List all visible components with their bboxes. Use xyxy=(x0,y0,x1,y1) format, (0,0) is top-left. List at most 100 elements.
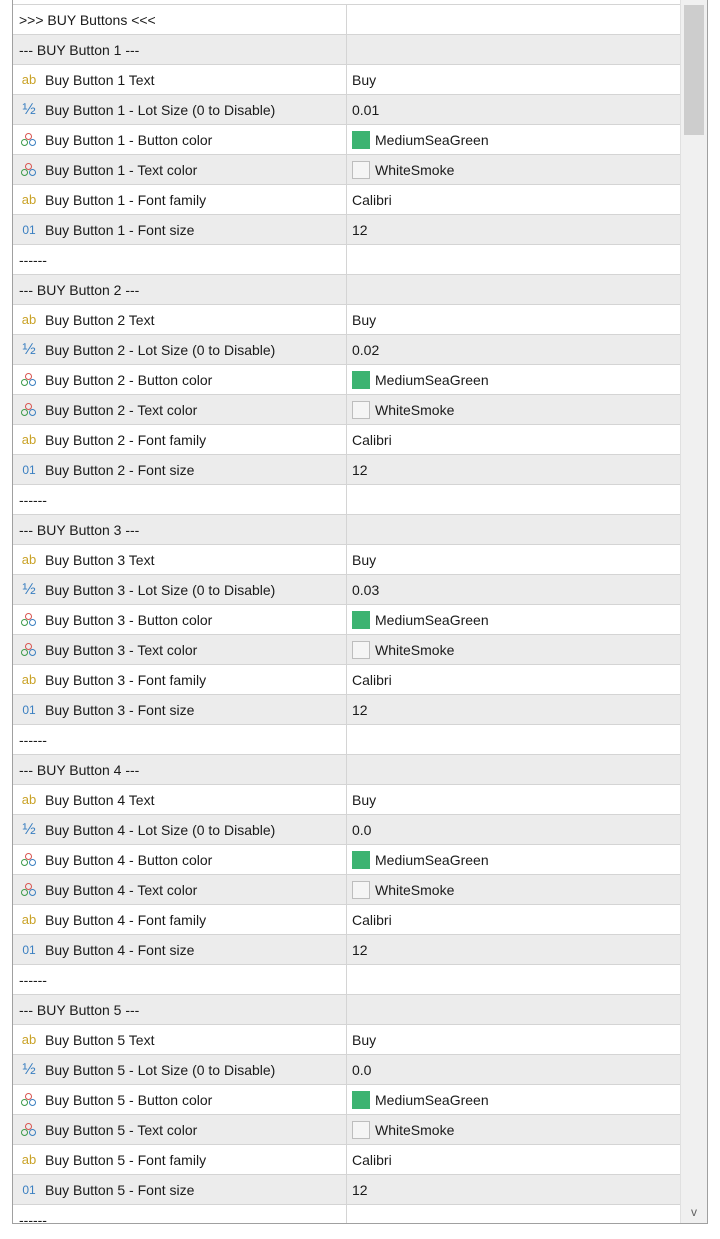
property-value-cell[interactable]: 0.02 xyxy=(347,335,683,364)
property-value-cell[interactable] xyxy=(347,755,683,784)
color-type-icon xyxy=(19,882,39,897)
property-row[interactable]: Buy Button 1 - Button color MediumSeaGree… xyxy=(13,125,683,155)
property-value-cell[interactable] xyxy=(347,485,683,514)
color-type-icon xyxy=(19,402,39,417)
property-row[interactable]: Buy Button 5 - Text color WhiteSmoke xyxy=(13,1115,683,1145)
scrollbar-thumb[interactable] xyxy=(684,5,704,135)
property-value-cell[interactable]: WhiteSmoke xyxy=(347,635,683,664)
property-row[interactable]: ab Buy Button 2 - Font family Calibri xyxy=(13,425,683,455)
color-type-icon xyxy=(19,612,39,627)
property-value-cell[interactable] xyxy=(347,245,683,274)
property-row[interactable]: --- BUY Button 5 --- xyxy=(13,995,683,1025)
color-swatch xyxy=(352,1090,370,1109)
property-value-cell[interactable]: Buy xyxy=(347,1025,683,1054)
property-name-cell: --- BUY Button 5 --- xyxy=(13,995,347,1024)
scroll-down-arrow-icon[interactable]: v xyxy=(691,1205,697,1219)
property-value-cell[interactable]: Buy xyxy=(347,305,683,334)
property-row[interactable]: 01 Buy Button 5 - Font size 12 xyxy=(13,1175,683,1205)
property-value: WhiteSmoke xyxy=(375,401,455,418)
property-row[interactable]: ab Buy Button 4 - Font family Calibri xyxy=(13,905,683,935)
property-value-cell[interactable] xyxy=(347,965,683,994)
property-value-cell[interactable] xyxy=(347,995,683,1024)
property-value-cell[interactable]: MediumSeaGreen xyxy=(347,605,683,634)
property-name: Buy Button 4 - Font family xyxy=(45,911,207,928)
property-row[interactable]: Buy Button 2 - Button color MediumSeaGree… xyxy=(13,365,683,395)
property-value-cell[interactable]: MediumSeaGreen xyxy=(347,845,683,874)
property-value-cell[interactable]: 12 xyxy=(347,935,683,964)
property-value-cell[interactable] xyxy=(347,275,683,304)
property-row[interactable]: 01 Buy Button 2 - Font size 12 xyxy=(13,455,683,485)
property-row[interactable]: ------ xyxy=(13,965,683,995)
property-name-cell: ½ Buy Button 4 - Lot Size (0 to Disable) xyxy=(13,815,347,844)
property-value-cell[interactable]: MediumSeaGreen xyxy=(347,365,683,394)
property-row[interactable]: ½ Buy Button 5 - Lot Size (0 to Disable) 0… xyxy=(13,1055,683,1085)
property-row[interactable]: ½ Buy Button 3 - Lot Size (0 to Disable) 0… xyxy=(13,575,683,605)
property-row[interactable]: ab Buy Button 3 Text Buy xyxy=(13,545,683,575)
property-value-cell[interactable]: MediumSeaGreen xyxy=(347,125,683,154)
property-value-cell[interactable]: 0.01 xyxy=(347,95,683,124)
property-row[interactable]: Buy Button 1 - Text color WhiteSmoke xyxy=(13,155,683,185)
property-value-cell[interactable]: 12 xyxy=(347,455,683,484)
property-value-cell[interactable]: 12 xyxy=(347,1175,683,1204)
property-value-cell[interactable]: Calibri xyxy=(347,1145,683,1174)
property-value-cell[interactable]: 12 xyxy=(347,215,683,244)
property-value-cell[interactable]: Calibri xyxy=(347,665,683,694)
property-value-cell[interactable]: 0.03 xyxy=(347,575,683,604)
property-name-cell: ab Buy Button 4 Text xyxy=(13,785,347,814)
property-row[interactable]: ½ Buy Button 1 - Lot Size (0 to Disable) 0… xyxy=(13,95,683,125)
property-value-cell[interactable]: WhiteSmoke xyxy=(347,155,683,184)
property-row[interactable]: ab Buy Button 5 - Font family Calibri xyxy=(13,1145,683,1175)
property-value-cell[interactable]: Buy xyxy=(347,545,683,574)
property-row[interactable]: --- BUY Button 2 --- xyxy=(13,275,683,305)
property-value-cell[interactable]: Calibri xyxy=(347,425,683,454)
property-row[interactable]: Buy Button 3 - Text color WhiteSmoke xyxy=(13,635,683,665)
property-row[interactable]: ab Buy Button 4 Text Buy xyxy=(13,785,683,815)
property-value-cell[interactable]: Buy xyxy=(347,785,683,814)
property-row[interactable]: --- BUY Button 3 --- xyxy=(13,515,683,545)
property-value-cell[interactable]: 0.0 xyxy=(347,1055,683,1084)
property-value-cell[interactable] xyxy=(347,725,683,754)
property-value-cell[interactable]: WhiteSmoke xyxy=(347,1115,683,1144)
property-row[interactable]: --- BUY Button 4 --- xyxy=(13,755,683,785)
property-value-cell[interactable] xyxy=(347,1205,683,1223)
property-row[interactable]: ------ xyxy=(13,485,683,515)
property-value-cell[interactable]: Buy xyxy=(347,65,683,94)
property-name: --- BUY Button 4 --- xyxy=(19,761,140,778)
property-value-cell[interactable] xyxy=(347,35,683,64)
property-row[interactable]: 01 Buy Button 4 - Font size 12 xyxy=(13,935,683,965)
property-value: WhiteSmoke xyxy=(375,161,455,178)
property-value-cell[interactable]: WhiteSmoke xyxy=(347,395,683,424)
property-row[interactable]: ab Buy Button 2 Text Buy xyxy=(13,305,683,335)
property-value-cell[interactable]: MediumSeaGreen xyxy=(347,1085,683,1114)
property-row[interactable]: --- BUY Button 1 --- xyxy=(13,35,683,65)
property-name: ------ xyxy=(19,491,47,508)
property-row[interactable]: ab Buy Button 3 - Font family Calibri xyxy=(13,665,683,695)
property-row[interactable]: ½ Buy Button 4 - Lot Size (0 to Disable) 0… xyxy=(13,815,683,845)
property-row[interactable]: >>> BUY Buttons <<< xyxy=(13,5,683,35)
property-value-cell[interactable]: Calibri xyxy=(347,905,683,934)
property-value: Calibri xyxy=(352,191,392,208)
property-row[interactable]: ½ Buy Button 2 - Lot Size (0 to Disable) 0… xyxy=(13,335,683,365)
property-row[interactable]: ab Buy Button 1 Text Buy xyxy=(13,65,683,95)
property-value-cell[interactable]: 12 xyxy=(347,695,683,724)
property-row[interactable]: 01 Buy Button 3 - Font size 12 xyxy=(13,695,683,725)
property-row[interactable]: Buy Button 4 - Text color WhiteSmoke xyxy=(13,875,683,905)
property-row[interactable]: Buy Button 4 - Button color MediumSeaGree… xyxy=(13,845,683,875)
property-row[interactable]: ------ xyxy=(13,245,683,275)
property-value-cell[interactable]: Calibri xyxy=(347,185,683,214)
property-value-cell[interactable]: 0.0 xyxy=(347,815,683,844)
vertical-scrollbar[interactable]: v xyxy=(680,0,707,1223)
property-row[interactable]: ------ xyxy=(13,1205,683,1223)
property-value-cell[interactable]: WhiteSmoke xyxy=(347,875,683,904)
property-row[interactable]: 01 Buy Button 1 - Font size 12 xyxy=(13,215,683,245)
string-type-icon: ab xyxy=(21,312,37,327)
property-row[interactable]: Buy Button 5 - Button color MediumSeaGree… xyxy=(13,1085,683,1115)
property-row[interactable]: ab Buy Button 5 Text Buy xyxy=(13,1025,683,1055)
property-value-cell[interactable] xyxy=(347,515,683,544)
property-row[interactable]: Buy Button 2 - Text color WhiteSmoke xyxy=(13,395,683,425)
property-row[interactable]: ------ xyxy=(13,725,683,755)
property-value-cell[interactable] xyxy=(347,5,683,34)
double-type-icon: ½ xyxy=(22,340,36,358)
property-row[interactable]: ab Buy Button 1 - Font family Calibri xyxy=(13,185,683,215)
property-row[interactable]: Buy Button 3 - Button color MediumSeaGree… xyxy=(13,605,683,635)
